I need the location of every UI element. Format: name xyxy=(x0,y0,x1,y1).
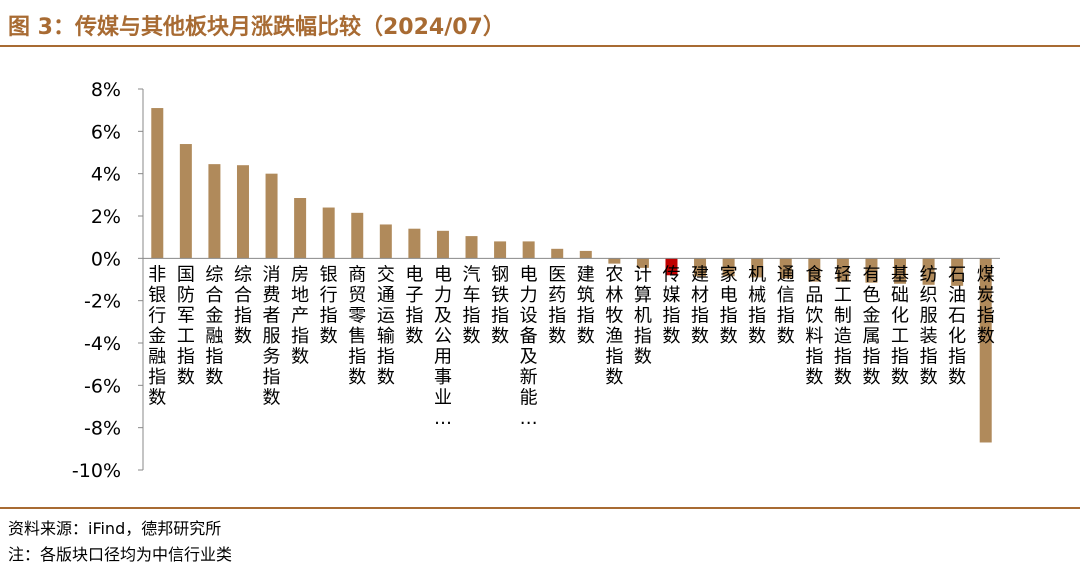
y-tick-label: 6% xyxy=(91,121,121,143)
bar-2 xyxy=(179,144,192,259)
y-tick-label: -6% xyxy=(84,375,121,397)
bar-22 xyxy=(751,258,764,278)
footer-divider xyxy=(0,507,1080,509)
x-tick-label: 电子指数 xyxy=(405,264,423,347)
y-tick-label: -10% xyxy=(72,460,121,482)
x-tick-label: 建筑指数 xyxy=(577,264,595,347)
bar-26 xyxy=(865,258,878,283)
y-tick-label: -4% xyxy=(84,333,121,355)
x-tick-label: 综合指数 xyxy=(234,264,252,347)
footnote: 注：各版块口径均为中信行业类 xyxy=(8,545,233,564)
bar-28 xyxy=(922,258,935,285)
bar-30 xyxy=(979,258,992,443)
bar-10 xyxy=(408,228,421,259)
bar-16 xyxy=(579,250,592,259)
bar-23 xyxy=(779,258,792,279)
x-tick-label: 轻工制造指数 xyxy=(834,264,852,388)
bar-29 xyxy=(951,258,964,286)
bar-7 xyxy=(322,207,335,259)
bar-8 xyxy=(351,212,364,259)
x-tick-label: 银行指数 xyxy=(320,264,338,347)
y-tick-label: 8% xyxy=(91,79,121,101)
y-tick-label: -8% xyxy=(84,418,121,440)
x-tick-label: 建材指数 xyxy=(691,264,709,347)
y-tick-label: 2% xyxy=(91,206,121,228)
bar-1 xyxy=(151,108,164,259)
x-tick-label: 家电指数 xyxy=(720,264,738,347)
bar-chart: -10%-8%-6%-4%-2%0%2%4%6%8%非银行金融指数国防军工指数综… xyxy=(72,79,1000,482)
bar-17 xyxy=(608,258,621,264)
x-tick-label: 纺织服装指数 xyxy=(920,264,938,388)
x-tick-label: 机械指数 xyxy=(748,264,766,347)
bar-6 xyxy=(294,198,307,259)
x-tick-label: 计算机指数 xyxy=(634,264,652,367)
bar-20 xyxy=(694,258,707,277)
x-tick-label: 商贸零售指数 xyxy=(348,264,366,388)
bar-11 xyxy=(436,230,449,259)
x-tick-label: 农林牧渔指数 xyxy=(605,264,623,388)
bar-19 xyxy=(665,258,678,276)
y-tick-label: 4% xyxy=(91,164,121,186)
bar-13 xyxy=(494,241,507,259)
bar-18 xyxy=(636,258,649,268)
x-tick-label: 有色金属指数 xyxy=(862,264,880,388)
bar-14 xyxy=(522,241,535,259)
bar-27 xyxy=(894,258,907,284)
bar-5 xyxy=(265,173,278,259)
x-tick-label: 综合金融指数 xyxy=(205,264,223,388)
x-tick-label: 通信指数 xyxy=(777,264,795,347)
bar-9 xyxy=(379,224,392,259)
x-tick-label: 钢铁指数 xyxy=(491,264,509,347)
x-tick-label: 汽车指数 xyxy=(463,264,481,347)
bar-24 xyxy=(808,258,821,282)
x-tick-label: 电力及公用事业… xyxy=(434,264,452,429)
title-divider xyxy=(0,45,1080,47)
x-tick-label: 交通运输指数 xyxy=(377,264,395,388)
bar-15 xyxy=(551,248,564,259)
figure-title: 图 3：传媒与其他板块月涨跌幅比较（2024/07） xyxy=(8,15,505,40)
x-tick-label: 医药指数 xyxy=(548,264,566,347)
x-tick-label: 消费者服务指数 xyxy=(263,264,281,408)
x-tick-label: 煤炭指数 xyxy=(977,264,995,347)
x-tick-label: 基础化工指数 xyxy=(891,264,909,388)
bar-3 xyxy=(208,164,221,259)
x-tick-label: 非银行金融指数 xyxy=(148,264,166,408)
x-tick-label: 石油石化指数 xyxy=(948,264,966,388)
x-tick-label: 传媒指数 xyxy=(662,264,680,347)
bar-12 xyxy=(465,236,478,259)
bar-4 xyxy=(236,165,249,259)
x-tick-label: 国防军工指数 xyxy=(177,264,195,388)
y-tick-label: 0% xyxy=(91,248,121,270)
bar-21 xyxy=(722,258,735,277)
x-tick-label: 电力设备及新能… xyxy=(520,264,538,429)
x-tick-label: 房地产指数 xyxy=(291,264,309,367)
x-tick-label: 食品饮料指数 xyxy=(805,264,823,388)
source-note: 资料来源：iFind，德邦研究所 xyxy=(8,519,222,538)
y-tick-label: -2% xyxy=(84,291,121,313)
bar-25 xyxy=(836,258,849,282)
